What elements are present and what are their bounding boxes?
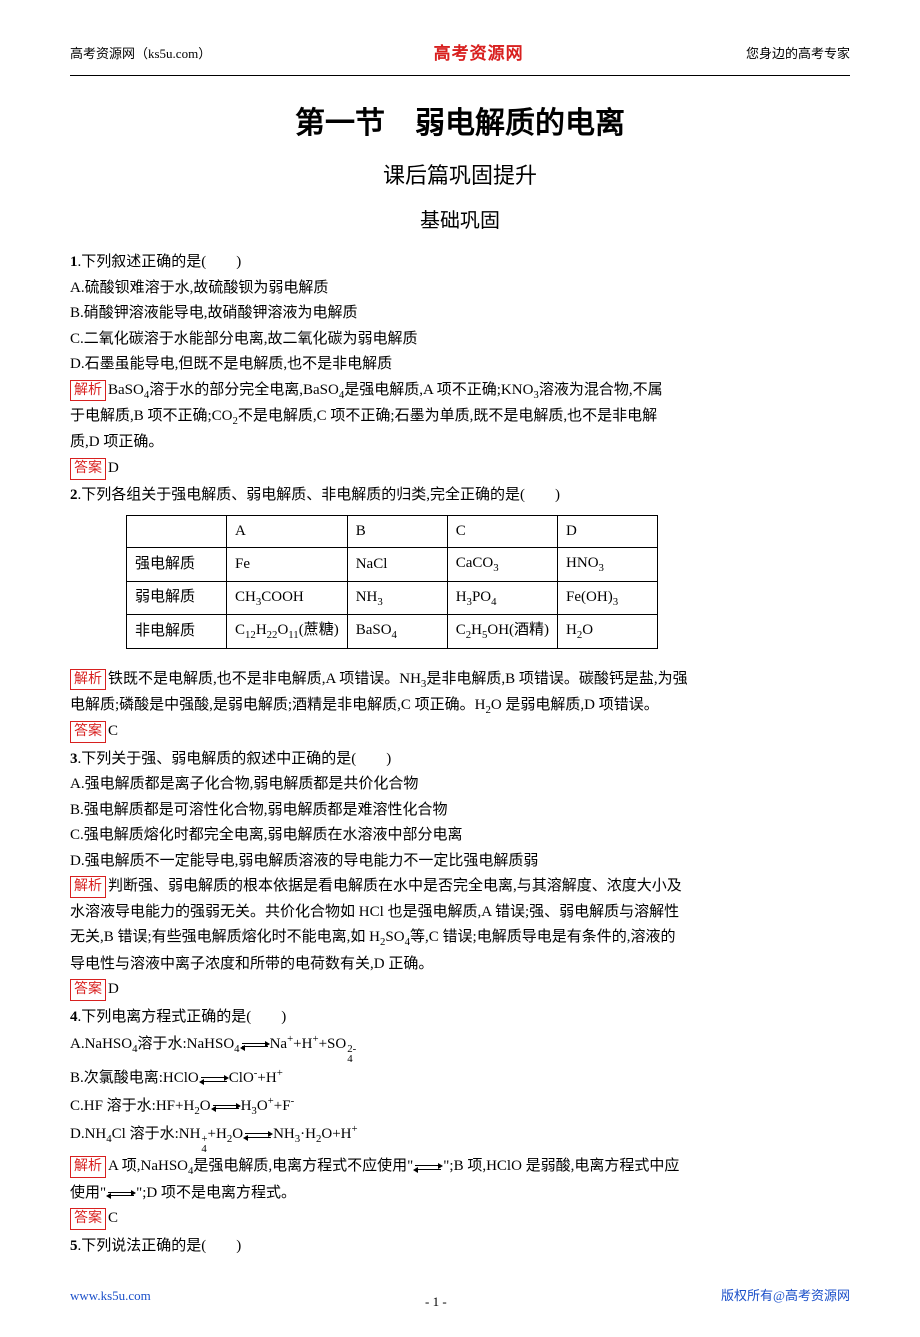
- q3-analysis-line2: 水溶液导电能力的强弱无关。共价化合物如 HCl 也是强电解质,A 错误;强、弱电…: [70, 900, 850, 926]
- q1-option-a: A.硫酸钡难溶于水,故硫酸钡为弱电解质: [70, 276, 850, 302]
- document-title: 第一节 弱电解质的电离: [70, 98, 850, 149]
- q1-number: 1: [70, 254, 78, 270]
- q4-stem: 4.下列电离方程式正确的是( ): [70, 1005, 850, 1031]
- answer-label: 答案: [70, 458, 106, 480]
- q3-stem: 3.下列关于强、弱电解质的叙述中正确的是( ): [70, 747, 850, 773]
- analysis-label: 解析: [70, 1156, 106, 1178]
- page-header: 高考资源网（ks5u.com） 高考资源网 您身边的高考专家: [70, 40, 850, 76]
- q3-number: 3: [70, 751, 78, 767]
- q3-option-d: D.强电解质不一定能导电,弱电解质溶液的导电能力不一定比强电解质弱: [70, 849, 850, 875]
- table-cell: BaSO4: [347, 615, 447, 648]
- table-cell: [127, 515, 227, 548]
- footer-url: www.ks5u.com: [70, 1285, 151, 1307]
- q2-stem: 2.下列各组关于强电解质、弱电解质、非电解质的归类,完全正确的是( ): [70, 483, 850, 509]
- q3-option-a: A.强电解质都是离子化合物,弱电解质都是共价化合物: [70, 772, 850, 798]
- q3-option-b: B.强电解质都是可溶性化合物,弱电解质都是难溶性化合物: [70, 798, 850, 824]
- equilibrium-arrow-icon: [106, 1186, 136, 1201]
- table-cell: C2H5OH(酒精): [447, 615, 557, 648]
- table-cell: H2O: [558, 615, 658, 648]
- q4-option-a: A.NaHSO4溶于水:NaHSO4Na++H++SO2-4: [70, 1030, 850, 1064]
- q4-option-d: D.NH4Cl 溶于水:NH+4+H2ONH3·H2O+H+: [70, 1120, 850, 1154]
- header-right-text: 您身边的高考专家: [746, 43, 850, 65]
- table-cell: Fe(OH)3: [558, 581, 658, 614]
- table-row: 非电解质 C12H22O11(蔗糖) BaSO4 C2H5OH(酒精) H2O: [127, 615, 658, 648]
- q1-analysis-line3: 质,D 项正确。: [70, 430, 850, 456]
- table-cell: 强电解质: [127, 548, 227, 581]
- table-row: 弱电解质 CH3COOH NH3 H3PO4 Fe(OH)3: [127, 581, 658, 614]
- q2-answer: 答案C: [70, 719, 850, 745]
- q2-number: 2: [70, 487, 78, 503]
- answer-label: 答案: [70, 979, 106, 1001]
- section-heading: 基础巩固: [70, 204, 850, 238]
- q4-analysis-line2: 使用"";D 项不是电离方程式。: [70, 1181, 850, 1207]
- q5-stem: 5.下列说法正确的是( ): [70, 1234, 850, 1260]
- equilibrium-arrow-icon: [413, 1159, 443, 1174]
- q5-number: 5: [70, 1238, 78, 1254]
- table-cell: H3PO4: [447, 581, 557, 614]
- analysis-label: 解析: [70, 669, 106, 691]
- q4-answer: 答案C: [70, 1206, 850, 1232]
- table-cell: CH3COOH: [227, 581, 348, 614]
- table-cell: 弱电解质: [127, 581, 227, 614]
- table-row: A B C D: [127, 515, 658, 548]
- table-cell: NaCl: [347, 548, 447, 581]
- answer-label: 答案: [70, 1208, 106, 1230]
- footer-copyright: 版权所有@高考资源网: [721, 1285, 850, 1307]
- equilibrium-arrow-icon: [243, 1127, 273, 1142]
- q2-analysis: 解析铁既不是电解质,也不是非电解质,A 项错误。NH3是非电解质,B 项错误。碳…: [70, 667, 850, 693]
- table-cell: NH3: [347, 581, 447, 614]
- q2-analysis-line2: 电解质;磷酸是中强酸,是弱电解质;酒精是非电解质,C 项正确。H2O 是弱电解质…: [70, 693, 850, 719]
- q1-analysis-line2: 于电解质,B 项不正确;CO2不是电解质,C 项不正确;石墨为单质,既不是电解质…: [70, 404, 850, 430]
- q4-analysis: 解析A 项,NaHSO4是强电解质,电离方程式不应使用"";B 项,HClO 是…: [70, 1154, 850, 1180]
- q4-number: 4: [70, 1009, 78, 1025]
- equilibrium-arrow-icon: [240, 1037, 270, 1052]
- q1-answer: 答案D: [70, 456, 850, 482]
- q3-analysis-line3: 无关,B 错误;有些强电解质熔化时不能电离,如 H2SO4等,C 错误;电解质导…: [70, 925, 850, 951]
- table-cell: A: [227, 515, 348, 548]
- q1-analysis: 解析BaSO4溶于水的部分完全电离,BaSO4是强电解质,A 项不正确;KNO3…: [70, 378, 850, 404]
- page-number: - 1 -: [425, 1291, 447, 1313]
- table-cell: HNO3: [558, 548, 658, 581]
- table-cell: D: [558, 515, 658, 548]
- q4-option-c: C.HF 溶于水:HF+H2OH3O++F-: [70, 1092, 850, 1120]
- table-cell: 非电解质: [127, 615, 227, 648]
- q3-analysis-line4: 导电性与溶液中离子浓度和所带的电荷数有关,D 正确。: [70, 952, 850, 978]
- q4-option-b: B.次氯酸电离:HClOClO-+H+: [70, 1064, 850, 1092]
- q1-option-d: D.石墨虽能导电,但既不是电解质,也不是非电解质: [70, 352, 850, 378]
- q3-answer: 答案D: [70, 977, 850, 1003]
- q1-stem: 1.下列叙述正确的是( ): [70, 250, 850, 276]
- table-cell: C: [447, 515, 557, 548]
- table-row: 强电解质 Fe NaCl CaCO3 HNO3: [127, 548, 658, 581]
- document-subtitle: 课后篇巩固提升: [70, 157, 850, 194]
- q3-option-c: C.强电解质熔化时都完全电离,弱电解质在水溶液中部分电离: [70, 823, 850, 849]
- q2-table: A B C D 强电解质 Fe NaCl CaCO3 HNO3 弱电解质 CH3…: [126, 515, 658, 649]
- table-cell: B: [347, 515, 447, 548]
- table-cell: C12H22O11(蔗糖): [227, 615, 348, 648]
- table-cell: CaCO3: [447, 548, 557, 581]
- page-footer: www.ks5u.com - 1 - 版权所有@高考资源网: [70, 1285, 850, 1307]
- header-center-text: 高考资源网: [434, 40, 524, 69]
- q3-analysis: 解析判断强、弱电解质的根本依据是看电解质在水中是否完全电离,与其溶解度、浓度大小…: [70, 874, 850, 900]
- q1-option-b: B.硝酸钾溶液能导电,故硝酸钾溶液为电解质: [70, 301, 850, 327]
- equilibrium-arrow-icon: [199, 1071, 229, 1086]
- answer-label: 答案: [70, 721, 106, 743]
- table-cell: Fe: [227, 548, 348, 581]
- header-left-text: 高考资源网（ks5u.com）: [70, 43, 211, 65]
- equilibrium-arrow-icon: [211, 1099, 241, 1114]
- q1-option-c: C.二氧化碳溶于水能部分电离,故二氧化碳为弱电解质: [70, 327, 850, 353]
- analysis-label: 解析: [70, 876, 106, 898]
- analysis-label: 解析: [70, 380, 106, 402]
